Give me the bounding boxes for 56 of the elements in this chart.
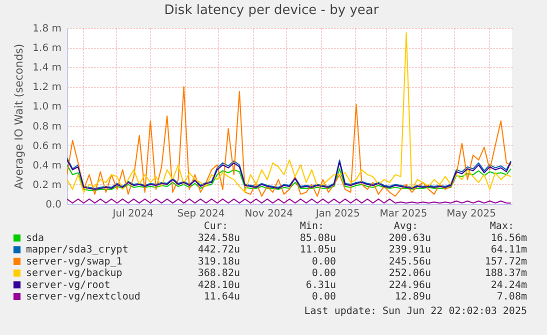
text: 0.00 xyxy=(312,268,336,280)
text: 324.58u xyxy=(198,233,240,244)
text: Max: xyxy=(490,221,514,232)
y-tick-label: 1.8 m xyxy=(32,24,62,34)
x-tick-label: Jul 2024 xyxy=(112,208,154,220)
text: Avg: xyxy=(394,221,418,232)
y-tick-label: 0.2 m xyxy=(32,180,62,191)
line-series xyxy=(67,32,512,193)
y-tick-label: 1.2 m xyxy=(32,82,62,94)
y-tick-label: 0.0 xyxy=(46,200,62,210)
text: 200.63u xyxy=(388,233,431,244)
legend-label: server-vg/root xyxy=(26,280,110,291)
y-tick-label: 1.6 m xyxy=(32,43,62,54)
x-tick-label: Mar 2025 xyxy=(380,208,428,220)
text: 252.06u xyxy=(388,268,431,280)
text: 24.24m xyxy=(490,280,527,291)
x-tick-label: May 2025 xyxy=(446,208,496,220)
text: 12.89u xyxy=(394,292,431,302)
y-axis-title: Average IO Wait (seconds) xyxy=(12,44,26,190)
text: 6.31u xyxy=(306,280,336,291)
text: 11.05u xyxy=(300,244,336,256)
text: 428.10u xyxy=(198,280,240,291)
x-tick-label: Sep 2024 xyxy=(177,208,225,220)
text: Last update: Sun Jun 22 02:02:03 2025 xyxy=(304,306,527,317)
text: 188.37m xyxy=(484,268,527,280)
text: 85.08u xyxy=(300,233,336,244)
y-tick-label: 0.4 m xyxy=(32,160,62,172)
text: 239.91u xyxy=(388,244,431,256)
y-tick-label: 1.4 m xyxy=(32,62,62,74)
legend-label: server-vg/nextcloud xyxy=(26,292,140,302)
text: Cur: xyxy=(204,221,228,232)
line-series xyxy=(67,164,512,191)
line-series xyxy=(67,86,512,197)
chart-title: Disk latency per device - by year xyxy=(164,3,380,18)
text: 11.64u xyxy=(204,292,240,302)
text: 368.82u xyxy=(198,268,240,280)
legend-label: server-vg/swap_1 xyxy=(26,256,122,268)
text: 157.72m xyxy=(484,256,527,268)
legend-label: sda xyxy=(26,233,44,244)
text: 224.96u xyxy=(388,280,431,291)
text: 245.56u xyxy=(388,256,431,268)
legend-label: mapper/sda3_crypt xyxy=(26,244,128,256)
text: 442.72u xyxy=(198,244,240,256)
y-tick-label: 1.0 m xyxy=(32,102,62,113)
text: 319.18u xyxy=(198,256,240,268)
text: 64.11m xyxy=(490,244,527,256)
y-tick-label: 0.6 m xyxy=(32,140,62,152)
text: 0.00 xyxy=(312,256,336,268)
text: 0.00 xyxy=(312,292,336,302)
text: Min: xyxy=(300,221,324,232)
x-tick-label: Nov 2024 xyxy=(244,208,293,220)
text: 7.08m xyxy=(496,292,527,302)
legend-label: server-vg/backup xyxy=(26,268,122,280)
x-tick-label: Jan 2025 xyxy=(314,208,360,220)
text: 16.56m xyxy=(490,233,527,244)
y-tick-label: 0.8 m xyxy=(32,121,62,132)
